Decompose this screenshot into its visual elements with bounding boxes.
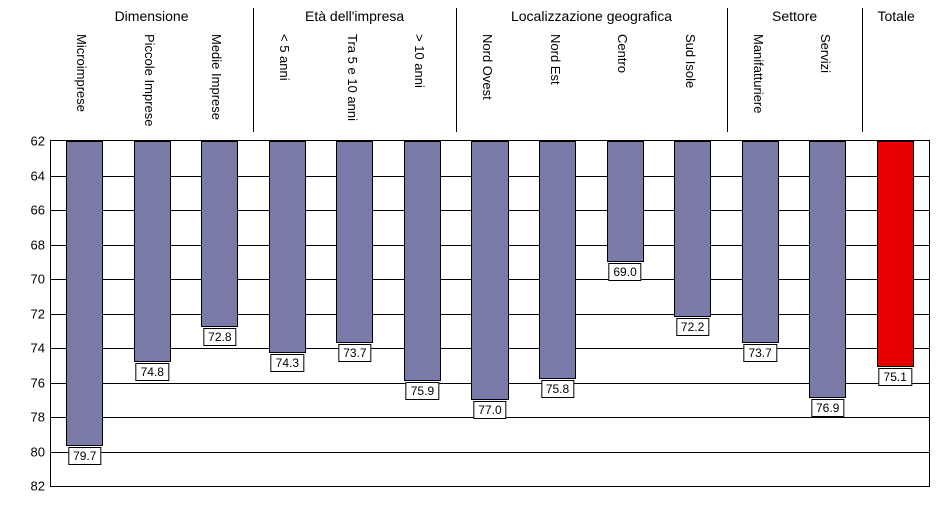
bar-value-label: 79.7 [68,447,101,465]
bar: 77.0 [471,141,508,400]
bar-value-label: 77.0 [473,401,506,419]
y-axis-tick: 80 [31,444,45,459]
bar: 69.0 [607,141,644,262]
bar-value-label: 73.7 [743,344,776,362]
y-axis-tick: 68 [31,237,45,252]
category-label: Piccole Imprese [142,34,162,134]
category-label: Manifatturiere [751,34,771,134]
gridline [51,452,929,453]
bar: 75.8 [539,141,576,379]
y-axis-tick: 82 [31,479,45,494]
y-axis-tick: 62 [31,134,45,149]
bar: 75.9 [404,141,441,381]
bar: 75.1 [877,141,914,367]
y-axis-tick: 66 [31,203,45,218]
group-label: Localizzazione geografica [456,8,727,24]
bar: 73.7 [336,141,373,343]
y-axis-tick: 72 [31,306,45,321]
y-axis-tick: 78 [31,410,45,425]
category-label: Centro [615,34,635,134]
bar-value-label: 75.8 [541,380,574,398]
group-separator [456,8,457,132]
bar: 72.2 [674,141,711,317]
bar-value-label: 69.0 [608,263,641,281]
bar: 74.8 [134,141,171,362]
bar: 73.7 [742,141,779,343]
category-label: Nord Est [548,34,568,134]
group-separator [862,8,863,132]
group-label: Totale [862,8,930,24]
bar-value-label: 73.7 [338,344,371,362]
bar-value-label: 74.3 [271,354,304,372]
y-axis-tick: 70 [31,272,45,287]
bar-value-label: 75.1 [879,368,912,386]
group-separator [253,8,254,132]
bar: 79.7 [66,141,103,446]
labels-layer: Dimensione Microimprese Piccole Imprese Med… [50,0,930,140]
bar: 72.8 [201,141,238,327]
bar: 76.9 [809,141,846,398]
group-label: Settore [727,8,862,24]
y-axis-tick: 74 [31,341,45,356]
category-label: Medie Imprese [209,34,229,134]
category-label: > 10 anni [412,34,432,134]
bar-value-label: 74.8 [136,363,169,381]
plot-area: 626466687072747678808279.774.872.874.373… [50,140,930,487]
category-label: Tra 5 e 10 anni [345,34,365,134]
category-label: Microimprese [74,34,94,134]
bar-value-label: 75.9 [406,382,439,400]
category-label: Sud Isole [683,34,703,134]
bar-chart: Dimensione Microimprese Piccole Imprese Med… [0,0,945,507]
category-label: < 5 anni [277,34,297,134]
bar-value-label: 76.9 [811,399,844,417]
group-separator [727,8,728,132]
bar-value-label: 72.2 [676,318,709,336]
category-label: Servizi [818,34,838,134]
group-label: Età dell'impresa [253,8,456,24]
y-axis-tick: 76 [31,375,45,390]
bar-value-label: 72.8 [203,328,236,346]
category-label: Nord Ovest [480,34,500,134]
bar: 74.3 [269,141,306,353]
y-axis-tick: 64 [31,168,45,183]
group-label: Dimensione [50,8,253,24]
